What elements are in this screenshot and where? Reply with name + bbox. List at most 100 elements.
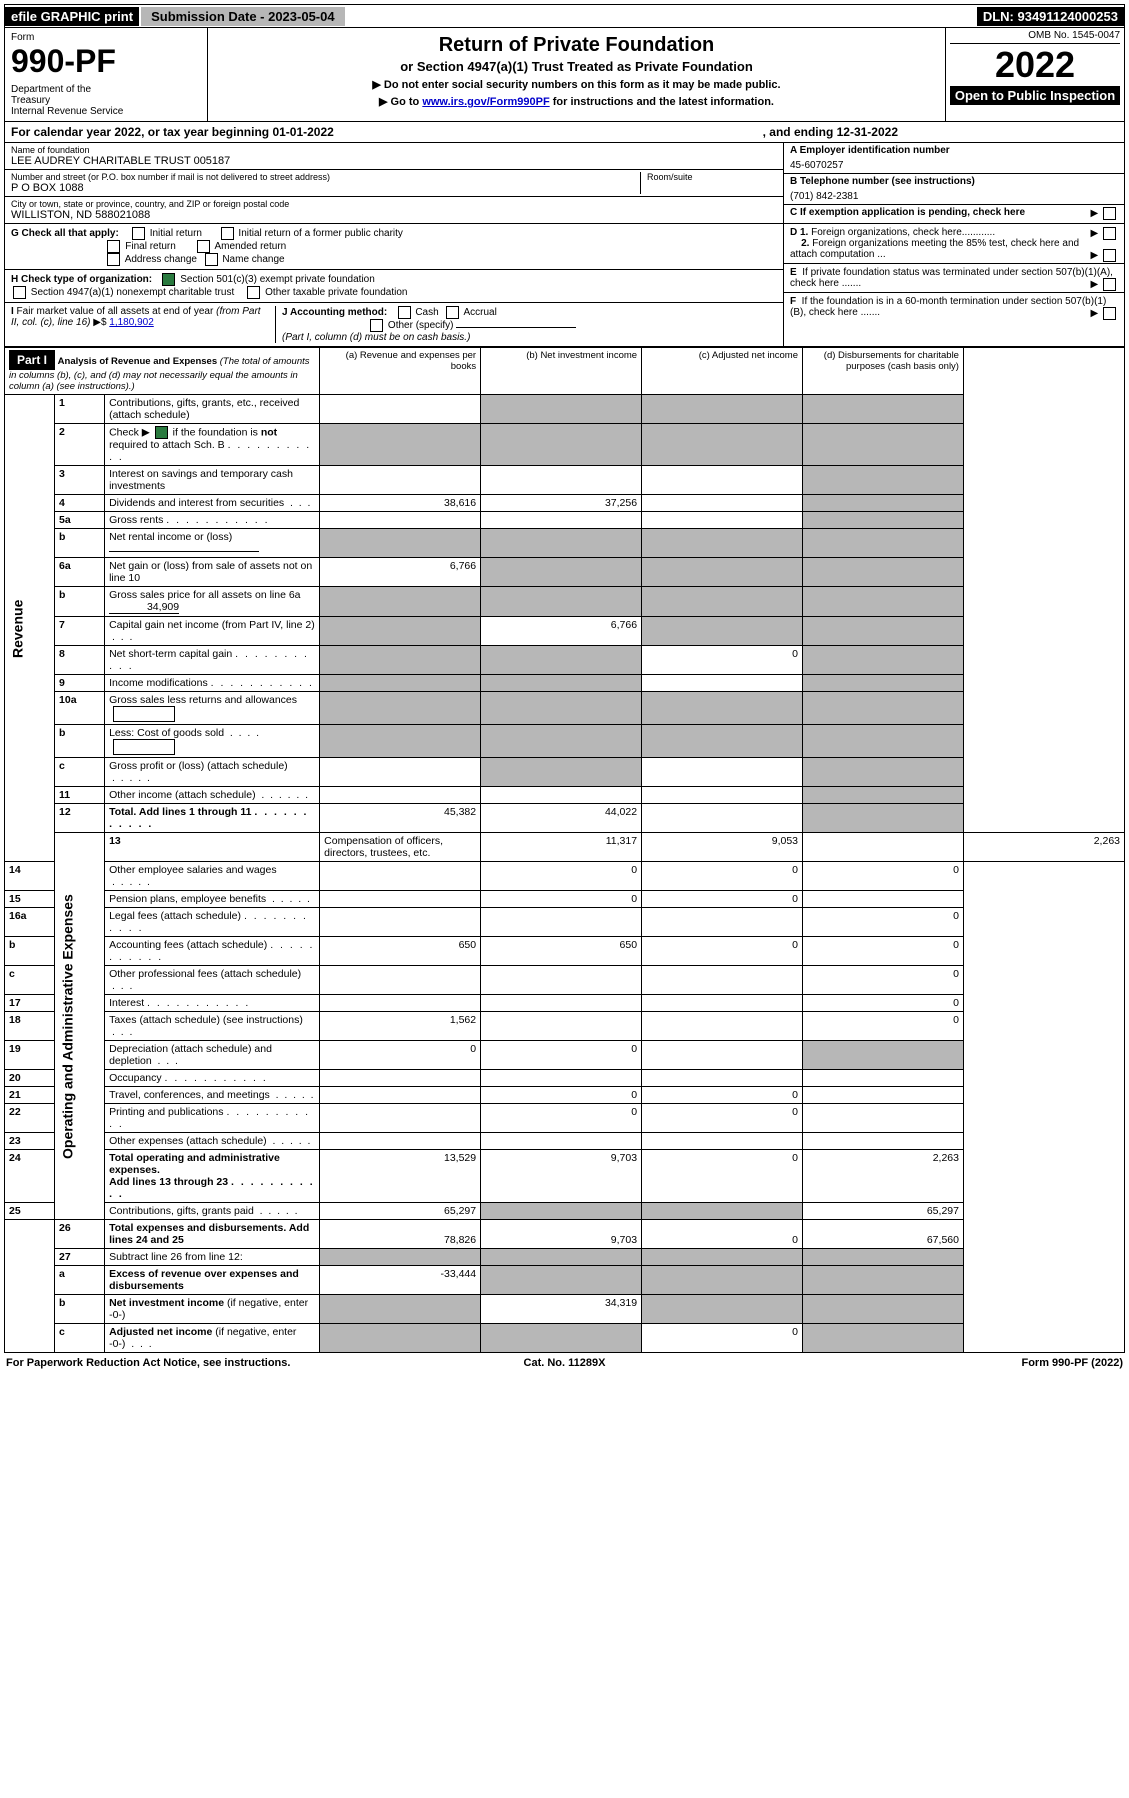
fmv-link[interactable]: 1,180,902 xyxy=(109,317,154,328)
row-h: H Check type of organization: Section 50… xyxy=(5,270,783,303)
street-address: P O BOX 1088 xyxy=(11,182,640,194)
line-27c: cAdjusted net income (if negative, enter… xyxy=(5,1324,1125,1353)
col-c-header: (c) Adjusted net income xyxy=(642,348,803,395)
opex-side-label: Operating and Administrative Expenses xyxy=(55,833,105,1220)
part1-label: Part I xyxy=(9,350,55,370)
ein-cell: A Employer identification number 45-6070… xyxy=(784,143,1124,174)
row-d: D 1. Foreign organizations, check here..… xyxy=(784,224,1124,264)
line-17: 17Interest 0 xyxy=(5,995,1125,1012)
form-title: Return of Private Foundation xyxy=(218,34,935,57)
room-suite-label: Room/suite xyxy=(647,172,777,182)
line-26: 26Total expenses and disbursements. Add … xyxy=(5,1220,1125,1249)
tax-year: 2022 xyxy=(950,44,1120,86)
col-a-header: (a) Revenue and expenses per books xyxy=(320,348,481,395)
row-f: F If the foundation is in a 60-month ter… xyxy=(784,293,1124,321)
form-subtitle: or Section 4947(a)(1) Trust Treated as P… xyxy=(218,59,935,74)
line-14: 14Other employee salaries and wages . . … xyxy=(5,862,1125,891)
checkbox-501c3[interactable] xyxy=(162,273,175,286)
line-22: 22Printing and publications 00 xyxy=(5,1104,1125,1133)
line-15: 15Pension plans, employee benefits . . .… xyxy=(5,891,1125,908)
line-16b: bAccounting fees (attach schedule) 65065… xyxy=(5,937,1125,966)
checkbox-d1[interactable] xyxy=(1103,227,1116,240)
checkboxes-block: G Check all that apply: Initial return I… xyxy=(4,224,1125,347)
address-cell: Number and street (or P.O. box number if… xyxy=(5,170,783,197)
line-3: 3Interest on savings and temporary cash … xyxy=(5,466,1125,495)
revenue-side-label: Revenue xyxy=(5,395,55,862)
page-footer: For Paperwork Reduction Act Notice, see … xyxy=(4,1353,1125,1369)
checkbox-final-return[interactable] xyxy=(107,240,120,253)
line-10a: 10aGross sales less returns and allowanc… xyxy=(5,692,1125,725)
header-left: Form 990-PF Department of theTreasuryInt… xyxy=(5,28,208,121)
checkbox-e[interactable] xyxy=(1103,278,1116,291)
line-19: 19Depreciation (attach schedule) and dep… xyxy=(5,1041,1125,1070)
checkbox-other-method[interactable] xyxy=(370,319,383,332)
line-6b: bGross sales price for all assets on lin… xyxy=(5,587,1125,617)
form-label: Form xyxy=(11,32,201,43)
part1-table: Part I Analysis of Revenue and Expenses … xyxy=(4,347,1125,1353)
checkbox-amended[interactable] xyxy=(197,240,210,253)
form-number: 990-PF xyxy=(11,43,201,80)
checkbox-c[interactable] xyxy=(1103,207,1116,220)
submission-date: Submission Date - 2023-05-04 xyxy=(141,7,345,26)
row-i-j: I Fair market value of all assets at end… xyxy=(5,303,783,346)
note-1: ▶ Do not enter social security numbers o… xyxy=(218,78,935,91)
department-label: Department of theTreasuryInternal Revenu… xyxy=(11,84,201,117)
part1-title: Analysis of Revenue and Expenses xyxy=(58,356,217,367)
ein-value: 45-6070257 xyxy=(790,156,1118,171)
col-d-header: (d) Disbursements for charitable purpose… xyxy=(803,348,964,395)
checkbox-other-taxable[interactable] xyxy=(247,286,260,299)
checkbox-f[interactable] xyxy=(1103,307,1116,320)
irs-link[interactable]: www.irs.gov/Form990PF xyxy=(422,96,549,108)
city-state-zip: WILLISTON, ND 588021088 xyxy=(11,209,777,221)
line-10c: cGross profit or (loss) (attach schedule… xyxy=(5,758,1125,787)
line-6a: 6aNet gain or (loss) from sale of assets… xyxy=(5,558,1125,587)
line-12: 12Total. Add lines 1 through 11 45,38244… xyxy=(5,804,1125,833)
line-8: 8Net short-term capital gain 0 xyxy=(5,646,1125,675)
checkbox-schb[interactable] xyxy=(155,426,168,439)
foundation-name: LEE AUDREY CHARITABLE TRUST 005187 xyxy=(11,155,777,167)
line-5a: 5aGross rents xyxy=(5,512,1125,529)
cal-end: , and ending 12-31-2022 xyxy=(763,125,898,139)
exemption-pending-cell: C If exemption application is pending, c… xyxy=(784,205,1124,220)
row-g: G Check all that apply: Initial return I… xyxy=(5,224,783,270)
checkbox-cash[interactable] xyxy=(398,306,411,319)
header-right: OMB No. 1545-0047 2022 Open to Public In… xyxy=(945,28,1124,121)
omb-number: OMB No. 1545-0047 xyxy=(950,30,1120,44)
cal-begin: For calendar year 2022, or tax year begi… xyxy=(11,125,334,139)
line-9: 9Income modifications xyxy=(5,675,1125,692)
form-header: Form 990-PF Department of theTreasuryInt… xyxy=(4,28,1125,122)
line-27: 27Subtract line 26 from line 12: xyxy=(5,1249,1125,1266)
identification-block: Name of foundation LEE AUDREY CHARITABLE… xyxy=(4,143,1125,224)
checkbox-initial-return[interactable] xyxy=(132,227,145,240)
open-to-public: Open to Public Inspection xyxy=(950,86,1120,105)
footer-left: For Paperwork Reduction Act Notice, see … xyxy=(6,1357,378,1369)
line-27a: aExcess of revenue over expenses and dis… xyxy=(5,1266,1125,1295)
line-18: 18Taxes (attach schedule) (see instructi… xyxy=(5,1012,1125,1041)
foundation-name-cell: Name of foundation LEE AUDREY CHARITABLE… xyxy=(5,143,783,170)
footer-form: Form 990-PF (2022) xyxy=(751,1357,1123,1369)
checkbox-initial-former[interactable] xyxy=(221,227,234,240)
checkbox-4947[interactable] xyxy=(13,286,26,299)
note-2: ▶ Go to www.irs.gov/Form990PF for instru… xyxy=(218,95,935,108)
line-23: 23Other expenses (attach schedule) . . .… xyxy=(5,1133,1125,1150)
line-27b: bNet investment income (if negative, ent… xyxy=(5,1295,1125,1324)
line-11: 11Other income (attach schedule) . . . .… xyxy=(5,787,1125,804)
checkbox-accrual[interactable] xyxy=(446,306,459,319)
dln-label: DLN: 93491124000253 xyxy=(977,7,1124,26)
line-13: Operating and Administrative Expenses 13… xyxy=(5,833,1125,862)
line-16c: cOther professional fees (attach schedul… xyxy=(5,966,1125,995)
row-e: E If private foundation status was termi… xyxy=(784,264,1124,293)
line-10b: bLess: Cost of goods sold . . . . xyxy=(5,725,1125,758)
line-5b: bNet rental income or (loss) xyxy=(5,529,1125,558)
line-7: 7Capital gain net income (from Part IV, … xyxy=(5,617,1125,646)
line-4: 4Dividends and interest from securities … xyxy=(5,495,1125,512)
checkbox-name-change[interactable] xyxy=(205,253,218,266)
city-cell: City or town, state or province, country… xyxy=(5,197,783,223)
top-bar: efile GRAPHIC print Submission Date - 20… xyxy=(4,4,1125,28)
telephone-cell: B Telephone number (see instructions) (7… xyxy=(784,174,1124,205)
line-24: 24Total operating and administrative exp… xyxy=(5,1150,1125,1203)
line-20: 20Occupancy xyxy=(5,1070,1125,1087)
checkbox-address-change[interactable] xyxy=(107,253,120,266)
checkbox-d2[interactable] xyxy=(1103,249,1116,262)
line-16a: 16aLegal fees (attach schedule) 0 xyxy=(5,908,1125,937)
